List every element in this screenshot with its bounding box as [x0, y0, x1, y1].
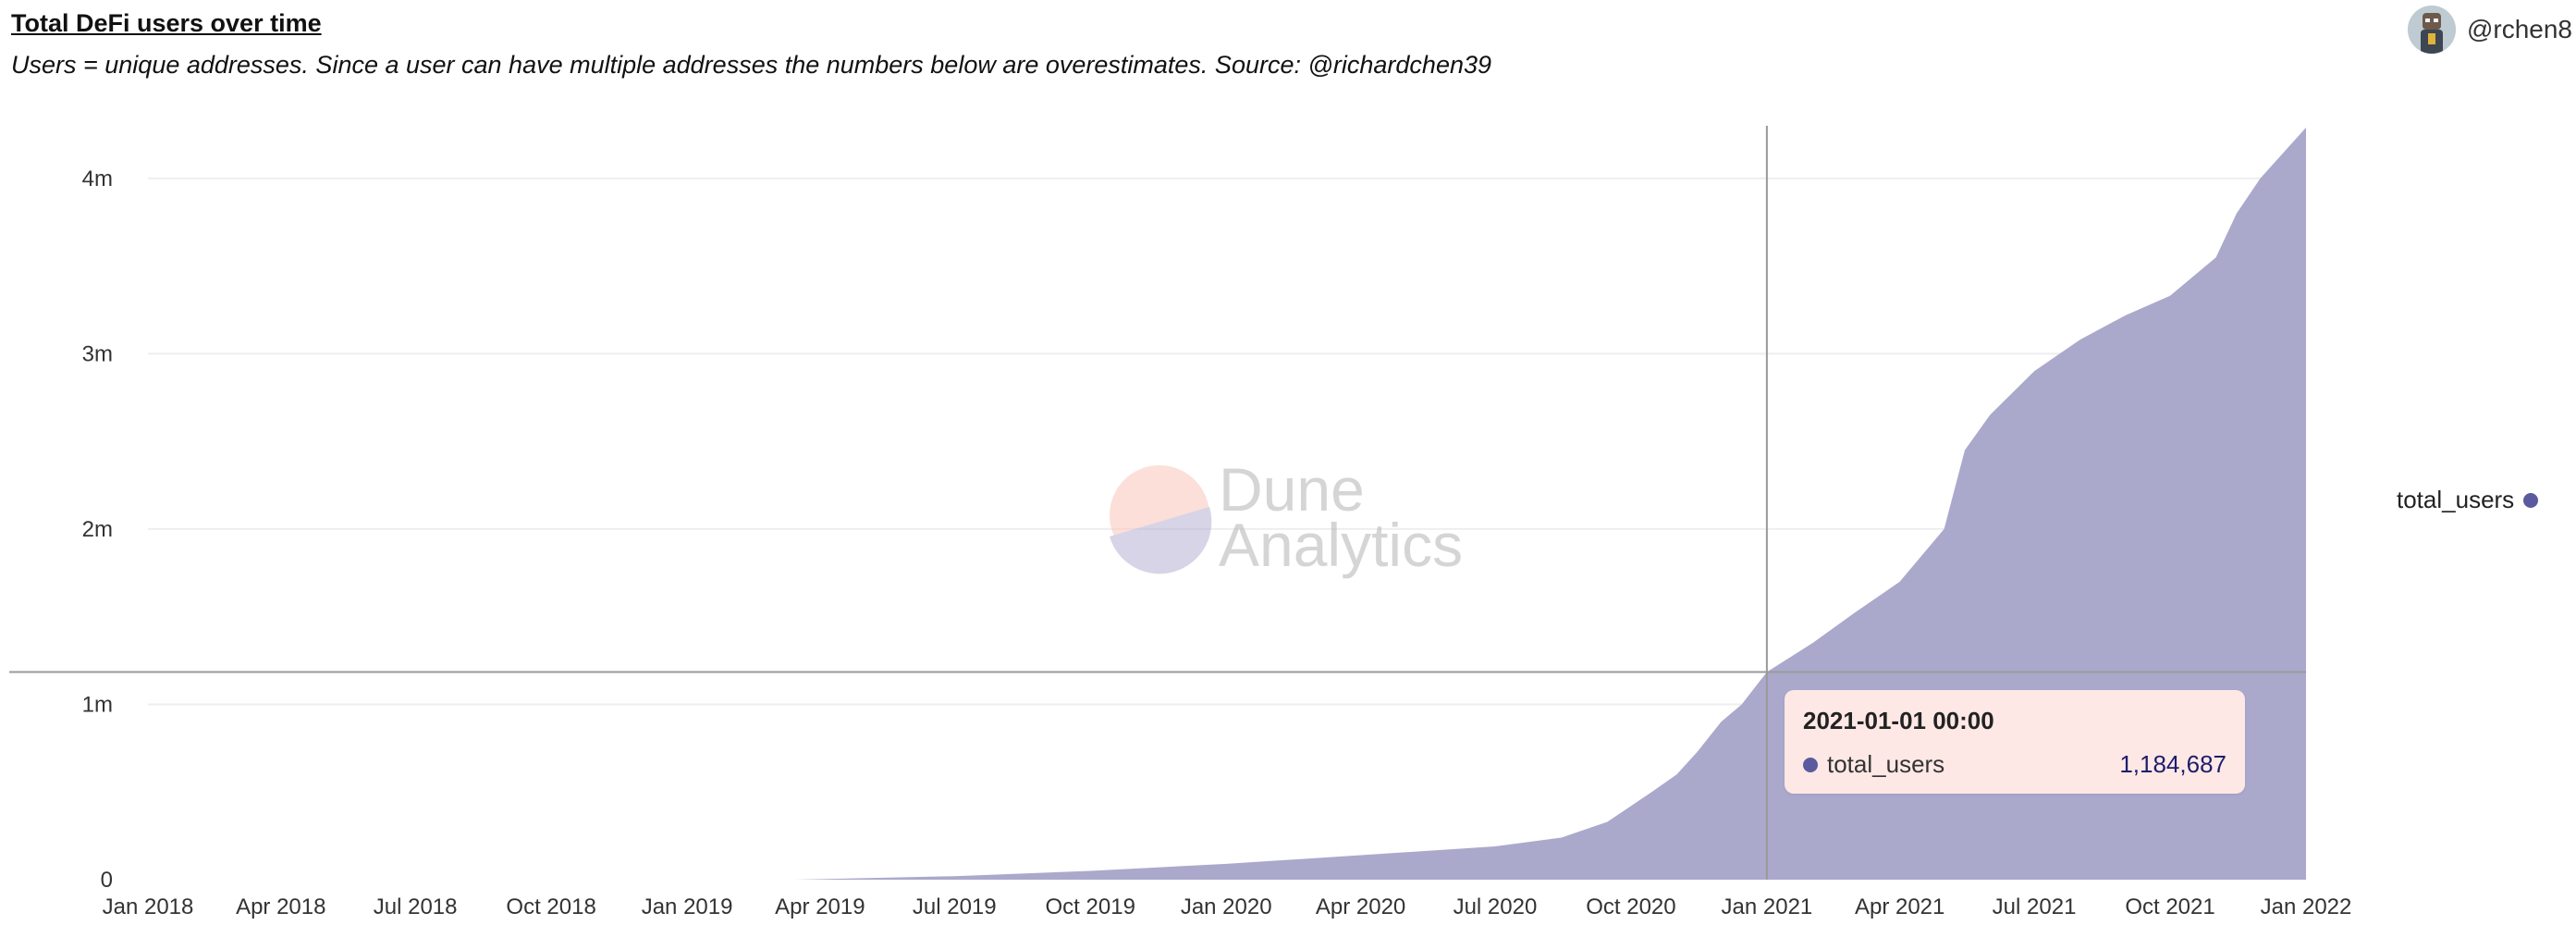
x-tick-label-1: Apr 2018: [236, 894, 325, 919]
legend-label[interactable]: total_users: [2397, 486, 2515, 513]
y-tick-label-4: 4m: [82, 166, 113, 191]
y-tick-label-1: 1m: [82, 692, 113, 717]
tooltip-row: total_users 1,184,687: [1803, 750, 2226, 779]
x-tick-label-13: Apr 2021: [1855, 894, 1944, 919]
y-axis-labels: 0 1m 2m 3m 4m: [82, 166, 113, 893]
x-tick-label-10: Jul 2020: [1454, 894, 1538, 919]
x-tick-label-16: Jan 2022: [2261, 894, 2352, 919]
tooltip: 2021-01-01 00:00 total_users 1,184,687: [1785, 690, 2245, 794]
x-tick-label-7: Oct 2019: [1046, 894, 1135, 919]
legend[interactable]: total_users: [2397, 486, 2539, 514]
x-tick-label-3: Oct 2018: [506, 894, 595, 919]
watermark-text-line1: Dune: [1219, 455, 1365, 524]
legend-dot-icon: [2523, 492, 2539, 508]
user-badge[interactable]: @rchen8: [2407, 6, 2572, 54]
x-tick-label-8: Jan 2020: [1181, 894, 1272, 919]
x-tick-label-5: Apr 2019: [775, 894, 865, 919]
x-tick-label-0: Jan 2018: [103, 894, 194, 919]
x-axis-labels: Jan 2018 Apr 2018 Jul 2018 Oct 2018 Jan 2019…: [103, 894, 2352, 919]
avatar-icon[interactable]: [2407, 6, 2456, 54]
watermark-text-line2: Analytics: [1219, 511, 1463, 579]
x-tick-label-4: Jan 2019: [642, 894, 733, 919]
tooltip-series: total_users: [1827, 750, 1945, 778]
x-tick-label-6: Jul 2019: [913, 894, 997, 919]
tooltip-date: 2021-01-01 00:00: [1803, 707, 1994, 734]
y-tick-label-3: 3m: [82, 341, 113, 366]
chart-title: Total DeFi users over time: [11, 9, 322, 37]
x-tick-label-9: Apr 2020: [1316, 894, 1405, 919]
x-tick-label-11: Oct 2020: [1586, 894, 1675, 919]
y-tick-label-0: 0: [101, 868, 113, 893]
tooltip-dot-icon: [1803, 757, 1818, 772]
x-tick-label-2: Jul 2018: [374, 894, 458, 919]
tooltip-value: 1,184,687: [2119, 750, 2226, 778]
watermark-logo-lower-icon: [1110, 507, 1212, 574]
x-tick-label-14: Jul 2021: [1993, 894, 2077, 919]
x-tick-label-15: Oct 2021: [2125, 894, 2214, 919]
chart-subtitle: Users = unique addresses. Since a user c…: [11, 51, 1492, 79]
x-tick-label-12: Jan 2021: [1722, 894, 1813, 919]
dune-analytics-watermark: Dune Analytics: [1110, 455, 1463, 579]
y-tick-label-2: 2m: [82, 517, 113, 542]
username[interactable]: @rchen8: [2466, 15, 2572, 43]
